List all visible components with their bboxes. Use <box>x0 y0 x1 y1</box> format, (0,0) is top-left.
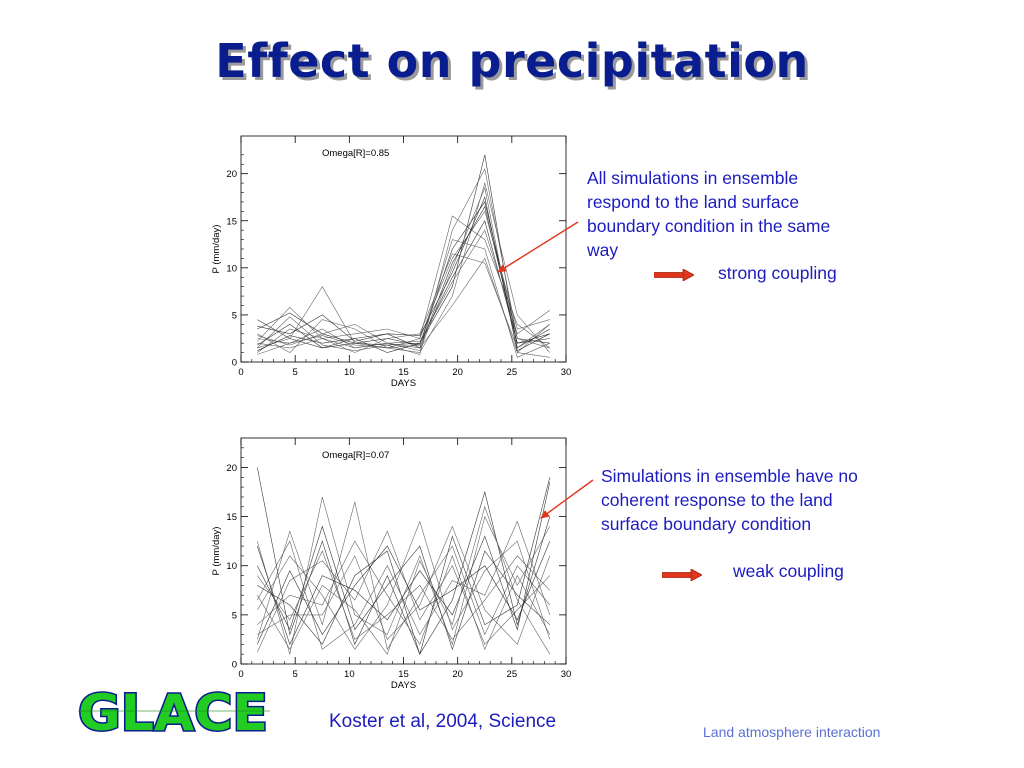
series-line <box>257 505 551 655</box>
annotation-top: All simulations in ensemble respond to t… <box>587 168 831 260</box>
x-tick-label: 5 <box>293 367 298 378</box>
citation: Koster et al, 2004, Science <box>329 711 557 732</box>
red-arrow-icon <box>653 268 695 286</box>
chart-svg-bottom: 0 5 10 15 20 25 30 0 5 10 15 20 DAYS P (mm/day) Omega[… <box>211 437 572 691</box>
series-line <box>257 253 550 353</box>
x-tick-label: 10 <box>344 367 355 378</box>
glace-logo: GLACE <box>74 683 274 744</box>
x-axis-label: DAYS <box>391 378 416 389</box>
series-line <box>257 520 551 650</box>
omega-annotation: Omega[R]=0.07 <box>322 450 389 461</box>
slide-title: Effect on precipitation <box>215 34 809 88</box>
series-line <box>257 530 551 653</box>
x-axis-label: DAYS <box>391 680 416 691</box>
y-tick-label: 0 <box>232 358 237 369</box>
y-axis-label: P (mm/day) <box>211 527 222 576</box>
chart-weak-coupling: 0 5 10 15 20 25 30 0 5 10 15 20 DAYS P (mm/day) Omega[… <box>200 435 580 695</box>
svg-text:GLACE: GLACE <box>78 686 268 738</box>
x-tick-label: 15 <box>398 367 409 378</box>
series-line <box>257 490 551 655</box>
y-tick-label: 5 <box>232 610 237 621</box>
series-line <box>257 525 551 645</box>
y-tick-label: 20 <box>226 169 237 180</box>
series-line <box>257 186 550 354</box>
y-axis-label: P (mm/day) <box>211 225 222 274</box>
footer-text: Land atmosphere interaction <box>703 724 881 740</box>
series-line <box>257 550 551 640</box>
chart-svg-top: 0 5 10 15 20 25 30 0 5 10 15 20 DAYS P (mm/day) Omega[… <box>211 135 572 389</box>
y-tick-label: 10 <box>226 263 237 274</box>
series-line <box>257 168 550 355</box>
x-tick-label: 0 <box>238 367 243 378</box>
series-line <box>257 201 550 349</box>
y-tick-label: 20 <box>226 463 237 474</box>
series-line <box>257 540 551 651</box>
annotation-bottom: Simulations in ensemble have no coherent… <box>601 466 858 534</box>
red-arrow-icon <box>661 568 703 586</box>
y-tick-label: 15 <box>226 512 237 523</box>
x-tick-label: 10 <box>344 669 355 680</box>
series-line <box>257 482 551 646</box>
y-tick-label: 10 <box>226 561 237 572</box>
x-tick-label: 30 <box>561 669 572 680</box>
series-line <box>257 239 550 358</box>
series-line <box>257 520 551 650</box>
x-tick-label: 25 <box>507 669 518 680</box>
x-tick-label: 20 <box>452 669 463 680</box>
x-tick-label: 0 <box>238 669 243 680</box>
y-tick-label: 15 <box>226 216 237 227</box>
coupling-label-strong: strong coupling <box>718 263 837 283</box>
series-line <box>257 541 551 645</box>
series-line <box>257 196 550 352</box>
series-line <box>257 525 551 651</box>
x-tick-label: 30 <box>561 367 572 378</box>
x-tick-label: 20 <box>452 367 463 378</box>
series-line <box>257 467 551 656</box>
omega-annotation: Omega[R]=0.85 <box>322 148 389 159</box>
chart-strong-coupling: 0 5 10 15 20 25 30 0 5 10 15 20 DAYS P (mm/day) Omega[… <box>200 133 580 393</box>
x-tick-label: 15 <box>398 669 409 680</box>
coupling-label-weak: weak coupling <box>733 561 844 581</box>
x-tick-label: 25 <box>507 367 518 378</box>
y-tick-label: 0 <box>232 660 237 671</box>
y-tick-label: 5 <box>232 310 237 321</box>
x-tick-label: 5 <box>293 669 298 680</box>
